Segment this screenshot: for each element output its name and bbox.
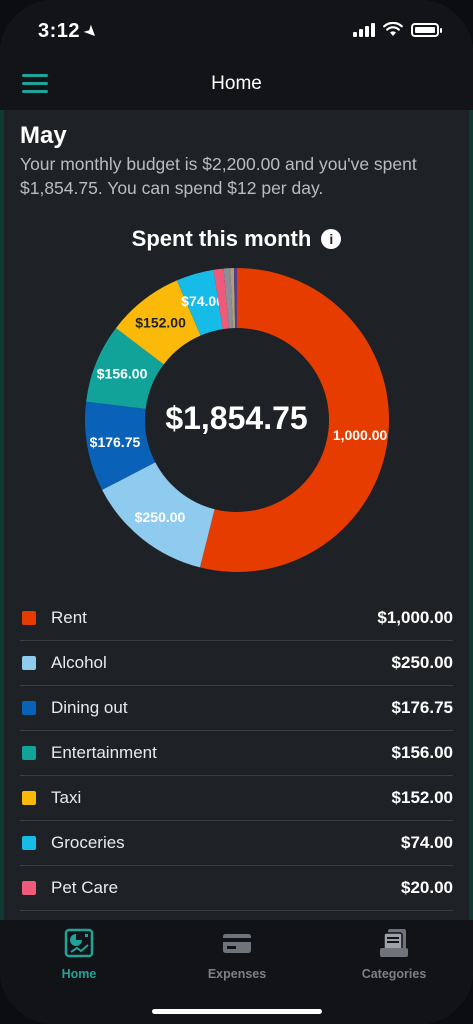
category-legend: Rent $1,000.00 Alcohol $250.00 Dining out $17… [20,596,453,920]
donut-slice-taxi[interactable] [115,280,201,365]
donut-slice-alcohol[interactable] [102,462,215,568]
hamburger-menu-icon[interactable] [22,73,48,95]
nav-title: Home [211,73,262,94]
chart-center-total: $1,854.75 [165,400,308,436]
main-content[interactable]: May Your monthly budget is $2,200.00 and… [0,110,473,920]
legend-swatch [22,881,36,895]
legend-row[interactable]: Entertainment $156.00 [20,731,453,776]
legend-swatch [22,701,36,715]
status-time-text: 3:12 [38,20,81,42]
location-arrow-icon: ➤ [79,21,102,44]
donut-slice-label: 1,000.00 [333,427,388,443]
donut-slice-entertainment[interactable] [86,328,164,409]
donut-slice-label: $152.00 [135,314,186,330]
budget-summary: Your monthly budget is $2,200.00 and you… [20,154,417,198]
donut-slice-label: $250.00 [135,509,186,525]
legend-category-name: Alcohol [51,653,107,672]
home-chart-icon [64,928,94,958]
wifi-icon [383,22,403,36]
donut-slice-other-1[interactable] [230,268,236,329]
tab-expenses[interactable]: Expenses [177,928,297,981]
status-icons [353,22,442,37]
legend-amount: $176.75 [391,698,453,717]
info-icon[interactable]: i [321,229,342,249]
donut-slice-groceries[interactable] [176,269,223,336]
donut-slice-other-2[interactable] [233,268,237,329]
cellular-signal-icon [353,22,375,37]
home-indicator [152,1009,322,1014]
legend-row[interactable]: Rent $1,000.00 [20,596,453,641]
legend-swatch [22,656,36,670]
donut-slice-dining-out[interactable] [84,401,156,490]
legend-category-name: Rent [51,608,87,627]
donut-slice-shopping[interactable] [223,268,233,329]
legend-category-name: Groceries [51,833,125,852]
credit-card-icon [223,934,251,953]
battery-icon [411,22,442,37]
legend-amount: $20.00 [401,878,453,897]
legend-amount: $74.00 [401,833,453,852]
tab-categories[interactable]: Categories [334,928,454,981]
legend-row[interactable]: Groceries $74.00 [20,821,453,866]
legend-row[interactable]: Dining out $176.75 [20,686,453,731]
legend-amount: $250.00 [391,653,453,672]
chart-title-text: Spent this month [131,226,312,251]
nav-bar: Home [0,64,473,110]
legend-swatch [22,611,36,625]
status-bar: 3:12➤ [0,0,473,64]
tab-home[interactable]: Home [19,928,139,981]
donut-slice-rent[interactable] [199,268,389,572]
stack-icon [380,929,408,957]
donut-slice-label: $176.75 [90,434,141,450]
donut-slice-pet-care[interactable] [213,268,229,330]
legend-row[interactable]: Shopping$13.00 [20,911,453,920]
tab-categories-label: Categories [361,967,427,981]
tab-bar: Home Expenses Categories [0,920,473,1024]
legend-swatch [22,836,36,850]
legend-swatch [22,791,36,805]
chart-title: Spent this month i [0,226,473,252]
donut-slice-label: $156.00 [97,365,148,381]
legend-category-name: Dining out [51,698,128,717]
legend-row[interactable]: Alcohol $250.00 [20,641,453,686]
legend-amount: $1,000.00 [377,608,453,627]
status-time: 3:12➤ [38,20,102,43]
legend-swatch [22,746,36,760]
legend-amount: $152.00 [391,788,453,807]
month-heading: May [20,122,67,149]
legend-category-name: Entertainment [51,743,157,762]
legend-row[interactable]: Pet Care $20.00 [20,866,453,911]
tab-expenses-label: Expenses [207,967,267,981]
spending-donut-chart[interactable]: 1,000.00 $250.00 $176.75 $156.00 $152.00 $74.… [0,110,473,920]
legend-category-name: Taxi [51,788,82,807]
donut-slice-label: $74.00 [181,293,224,309]
tab-home-label: Home [61,967,97,981]
legend-row[interactable]: Taxi $152.00 [20,776,453,821]
legend-category-name: Pet Care [51,878,119,897]
legend-amount: $156.00 [391,743,453,762]
